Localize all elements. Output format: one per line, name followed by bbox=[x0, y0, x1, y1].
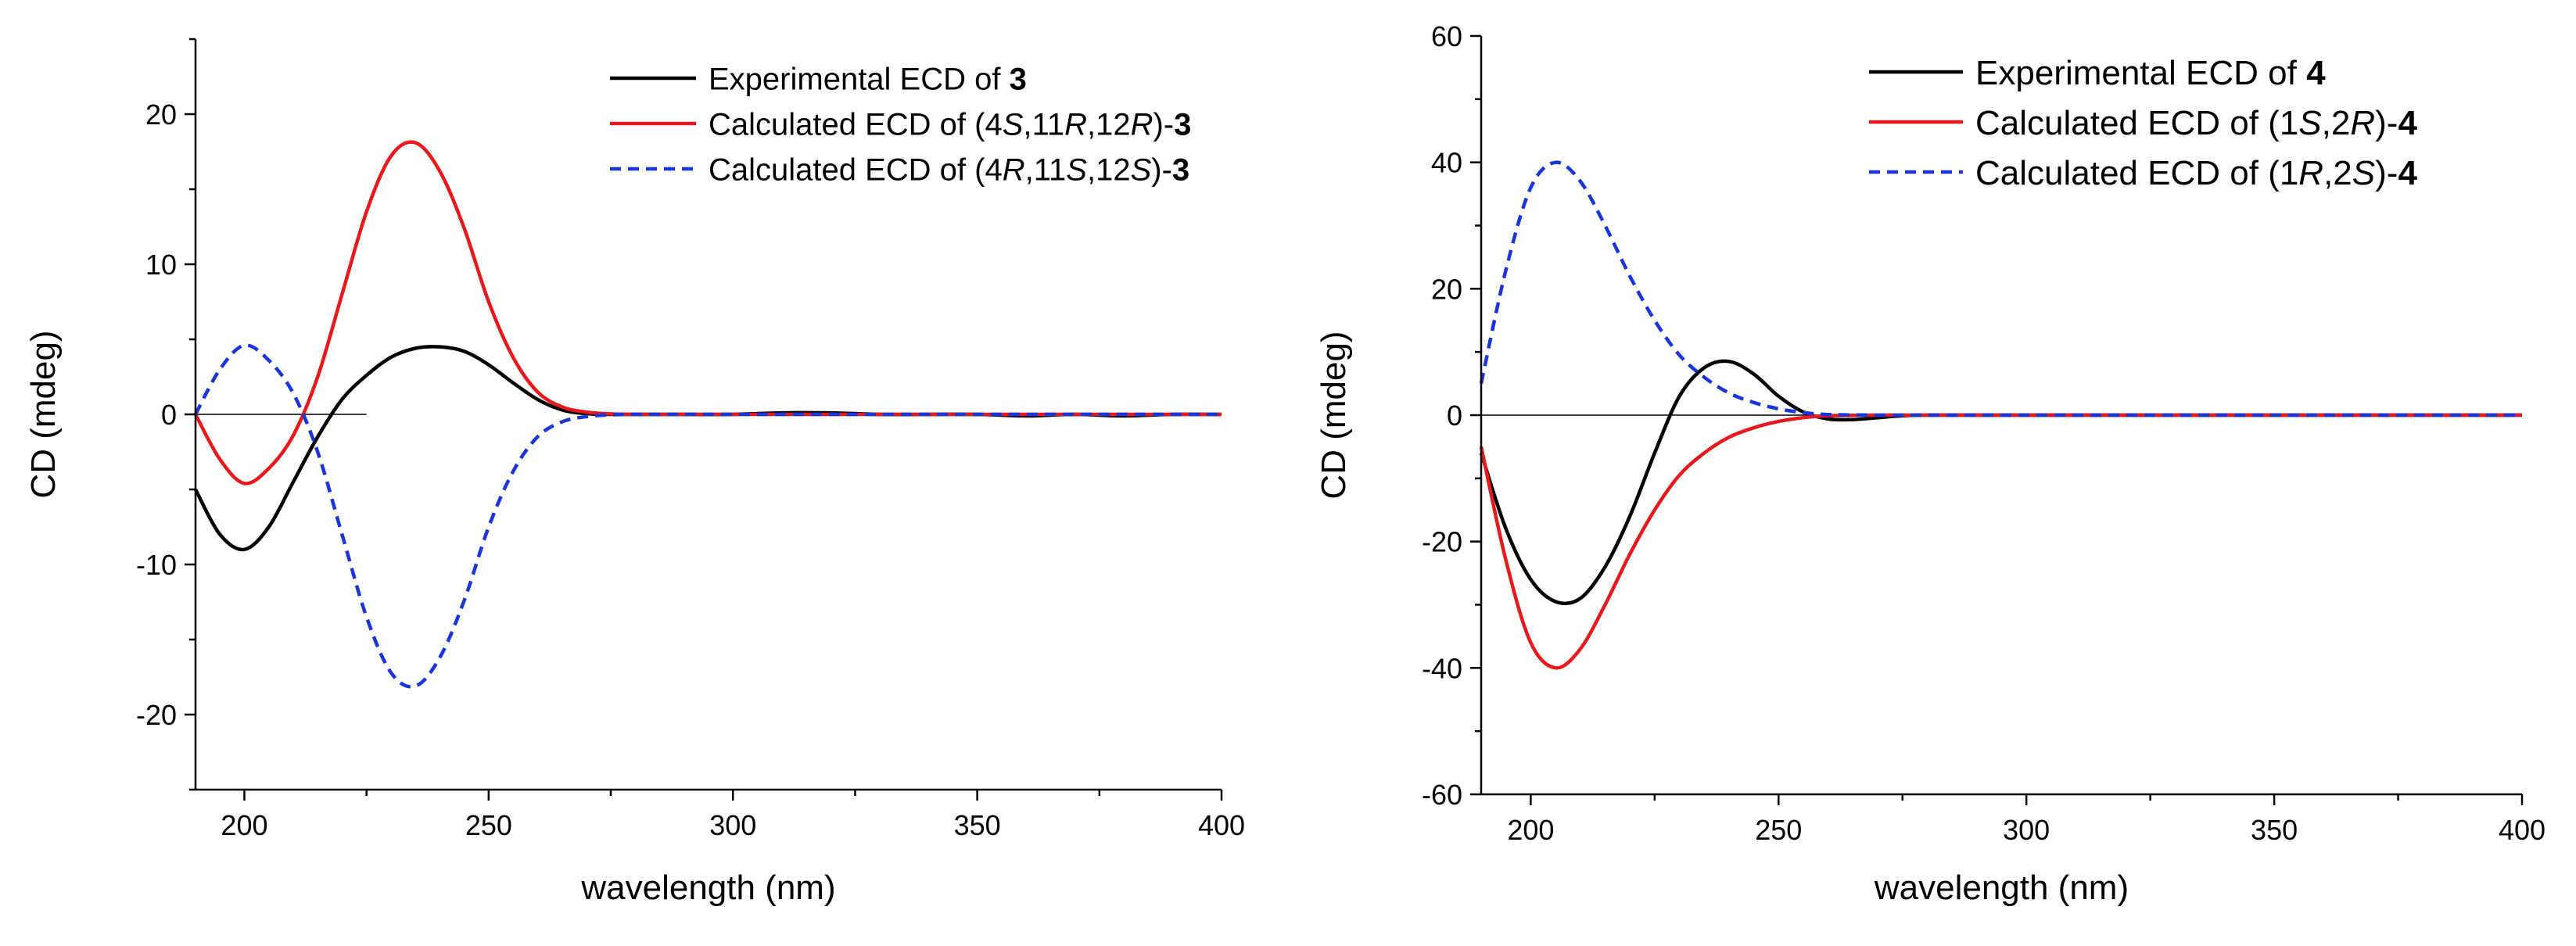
x-tick-label: 400 bbox=[1198, 809, 1245, 841]
y-tick-label: -20 bbox=[1422, 526, 1462, 558]
x-tick-label: 250 bbox=[1755, 814, 1802, 846]
y-tick-label: 20 bbox=[1431, 273, 1462, 305]
y-axis-title: CD (mdeg) bbox=[1315, 331, 1353, 499]
legend: Experimental ECD of 4 Calculated ECD of (… bbox=[1869, 54, 2417, 192]
legend-label: Experimental ECD of 4 bbox=[1975, 54, 2326, 92]
x-tick-label: 300 bbox=[709, 809, 756, 841]
legend-label: Calculated ECD of (1R,2S)-4 bbox=[1975, 154, 2417, 192]
y-tick-label: 60 bbox=[1431, 20, 1462, 52]
y-axis-title: CD (mdeg) bbox=[24, 330, 63, 498]
x-tick-label: 300 bbox=[2003, 814, 2050, 846]
x-tick-label: 200 bbox=[1507, 814, 1554, 846]
legend-label: Calculated ECD of (1S,2R)-4 bbox=[1975, 104, 2417, 142]
y-tick-label: -40 bbox=[1422, 652, 1462, 684]
x-axis-title: wavelength (nm) bbox=[1874, 869, 2129, 907]
y-tick-label: 0 bbox=[161, 399, 177, 431]
legend-label: Calculated ECD of (4R,11S,12S)-3 bbox=[709, 152, 1189, 187]
y-tick-label: -10 bbox=[136, 549, 177, 581]
series-line-2 bbox=[1479, 160, 2522, 417]
legend-label: Calculated ECD of (4S,11R,12R)-3 bbox=[709, 107, 1191, 142]
x-tick-label: 250 bbox=[465, 809, 512, 841]
y-tick-label: 0 bbox=[1447, 400, 1462, 432]
x-tick-label: 350 bbox=[2251, 814, 2298, 846]
chart-compound-3: 200 250 300 350 400 -20 -10 0 10 20 wavelength (nm… bbox=[24, 38, 1245, 907]
y-tick-label: 10 bbox=[145, 249, 177, 281]
chart-compound-4: 200 250 300 350 400 -60 -40 -20 0 20 40 60 wavelengt… bbox=[1315, 20, 2546, 907]
x-tick-label: 350 bbox=[954, 809, 1001, 841]
legend-label: Experimental ECD of 3 bbox=[709, 62, 1027, 96]
y-tick-label: -60 bbox=[1422, 779, 1462, 811]
legend: Experimental ECD of 3 Calculated ECD of (… bbox=[610, 62, 1191, 187]
x-tick-label: 400 bbox=[2499, 814, 2546, 846]
x-axis-title: wavelength (nm) bbox=[580, 869, 835, 907]
y-tick-label: 40 bbox=[1431, 147, 1462, 179]
y-tick-label: -20 bbox=[136, 699, 177, 731]
series-line-2 bbox=[194, 343, 1222, 689]
x-tick-label: 200 bbox=[221, 809, 267, 841]
y-tick-label: 20 bbox=[145, 99, 177, 131]
